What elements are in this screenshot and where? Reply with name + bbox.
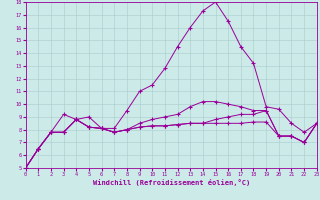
X-axis label: Windchill (Refroidissement éolien,°C): Windchill (Refroidissement éolien,°C) — [92, 179, 250, 186]
